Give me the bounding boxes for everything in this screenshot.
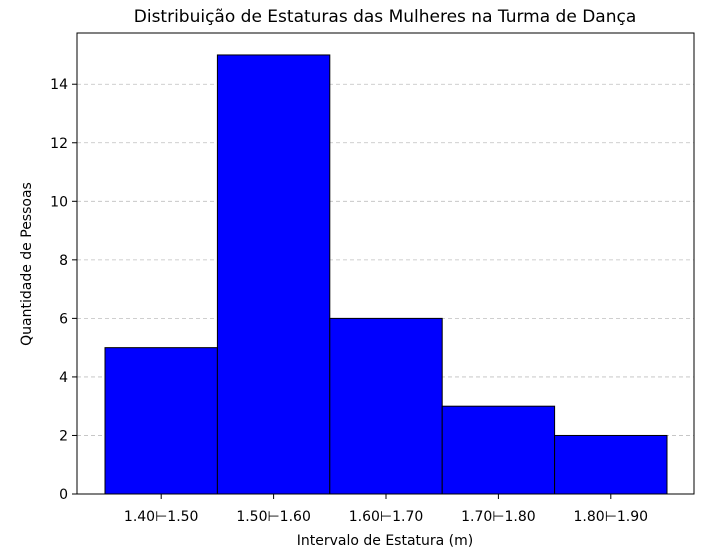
y-axis: 0 2 4 6 8 10 12 14 — [50, 77, 77, 503]
bar-5 — [554, 434, 668, 495]
bars — [104, 54, 668, 495]
x-axis: 1.40⊢1.50 1.50⊢1.60 1.60⊢1.70 1.70⊢1.80 1.80… — [124, 494, 648, 525]
x-tick-label-3: 1.60⊢1.70 — [349, 509, 424, 525]
x-axis-label: Intervalo de Estatura (m) — [297, 533, 474, 549]
y-tick-label-2: 2 — [59, 428, 68, 444]
x-tick-label-1: 1.40⊢1.50 — [124, 509, 199, 525]
bar-3 — [329, 317, 443, 495]
y-tick-label-8: 8 — [59, 253, 68, 269]
x-tick-label-5: 1.80⊢1.90 — [574, 509, 649, 525]
y-axis-label: Quantidade de Pessoas — [19, 182, 35, 346]
y-tick-label-12: 12 — [50, 136, 68, 152]
y-tick-label-14: 14 — [50, 77, 68, 93]
y-tick-label-10: 10 — [50, 194, 68, 210]
chart-title: Distribuição de Estaturas das Mulheres n… — [134, 7, 637, 27]
bar-4 — [441, 405, 556, 495]
bar-2 — [216, 54, 331, 495]
bar-1 — [104, 347, 218, 495]
y-tick-label-4: 4 — [59, 370, 68, 386]
x-tick-label-4: 1.70⊢1.80 — [461, 509, 536, 525]
y-tick-label-0: 0 — [59, 487, 68, 503]
y-tick-label-6: 6 — [59, 311, 68, 327]
x-tick-label-2: 1.50⊢1.60 — [236, 509, 311, 525]
